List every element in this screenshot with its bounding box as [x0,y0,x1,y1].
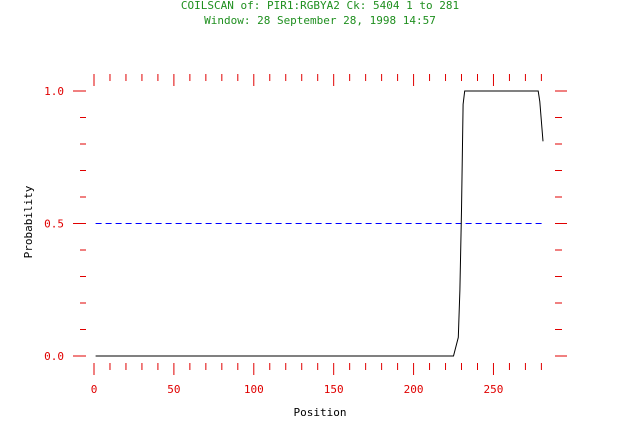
axes: 0 50 100 150 200 250 0.0 0.5 1.0 [44,74,567,396]
probability-line [95,90,544,357]
chart-title-line1: COILSCAN of: PIR1:RGBYA2 Ck: 5404 1 to 2… [181,0,459,12]
x-tick-label: 250 [484,383,504,396]
x-tick-label: 100 [244,383,264,396]
plot-area [95,90,544,357]
y-tick-label: 1.0 [44,85,64,98]
x-tick-label: 0 [91,383,98,396]
y-tick-label: 0.5 [44,218,64,231]
x-tick-label: 200 [404,383,424,396]
y-tick-label: 0.0 [44,350,64,363]
x-axis-label: Position [294,406,347,419]
y-axis-label: Probability [22,185,35,258]
x-tick-label: 50 [167,383,180,396]
chart-title-line2: Window: 28 September 28, 1998 14:57 [204,14,436,27]
x-tick-label: 150 [324,383,344,396]
